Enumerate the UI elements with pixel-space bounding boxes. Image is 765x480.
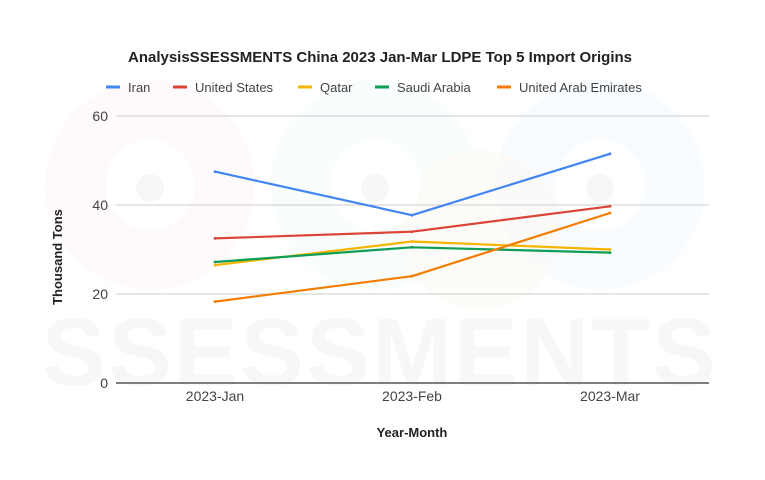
watermark: SSESSMENTS [42,80,718,406]
data-point [213,300,217,303]
data-point [410,213,414,217]
data-point [213,263,217,267]
data-point [608,204,612,208]
data-point [608,248,612,251]
legend-item: Qatar [298,80,353,95]
data-point [213,260,217,264]
series-lines [213,152,612,303]
y-axis-ticks: 0 20 40 60 [92,108,108,391]
legend-item: United Arab Emirates [497,80,642,95]
legend-label: Iran [128,80,150,95]
y-tick-label: 20 [92,286,108,302]
data-point [213,237,217,240]
chart-title: AnalysisSSESSMENTS China 2023 Jan-Mar LD… [128,49,632,66]
data-point [410,245,414,249]
legend-item: United States [173,80,274,95]
data-point [608,152,612,156]
data-point [213,170,217,174]
y-axis-title: Thousand Tons [50,209,65,305]
x-axis-ticks: 2023-Jan 2023-Feb 2023-Mar [186,388,640,404]
watermark-text: SSESSMENTS [42,299,718,406]
data-point [608,211,612,215]
legend-item: Iran [106,80,150,95]
data-point [410,240,414,243]
legend-label: United Arab Emirates [519,80,642,95]
legend: Iran United States Qatar Saudi Arabia United… [106,80,642,95]
legend-item: Saudi Arabia [375,80,471,95]
x-tick-label: 2023-Jan [186,388,244,404]
x-tick-label: 2023-Feb [382,388,442,404]
legend-label: United States [195,80,274,95]
data-point [410,274,414,278]
y-tick-label: 60 [92,108,108,124]
data-point [410,230,414,234]
y-tick-label: 40 [92,197,108,213]
data-point [608,251,612,255]
legend-label: Qatar [320,80,353,95]
x-tick-label: 2023-Mar [580,388,640,404]
legend-label: Saudi Arabia [397,80,471,95]
y-tick-label: 0 [100,375,108,391]
x-axis-title: Year-Month [377,425,448,440]
